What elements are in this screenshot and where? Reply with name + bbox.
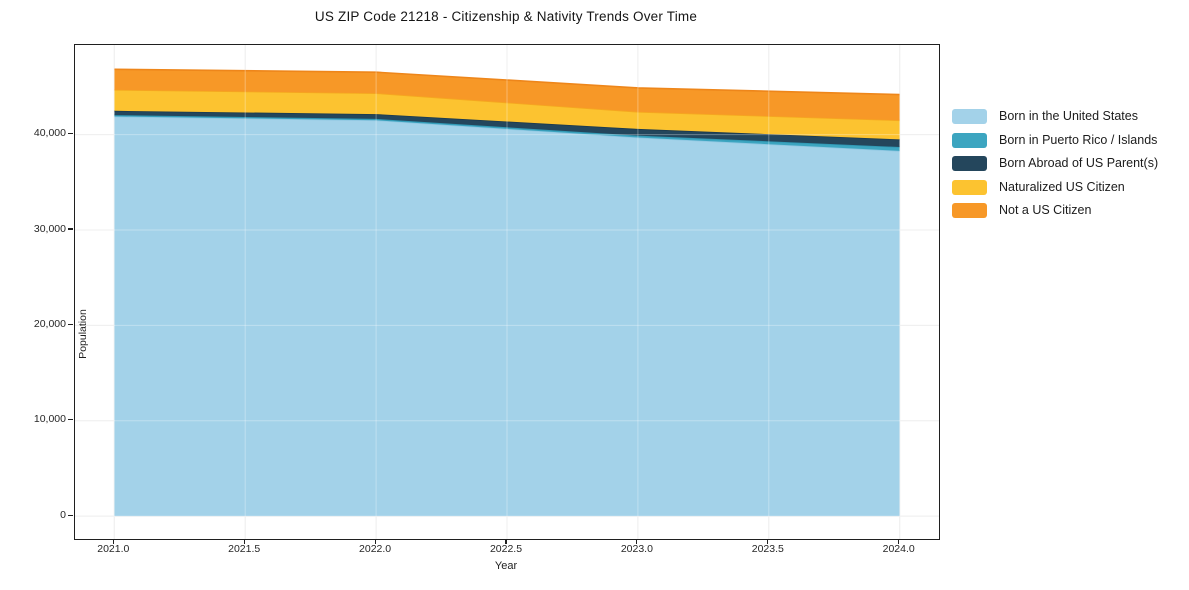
y-tick-label: 30,000: [33, 222, 66, 235]
stacked-area-chart: [75, 45, 939, 539]
x-tick-mark: [243, 539, 245, 544]
legend-swatch-icon: [952, 179, 987, 195]
y-axis-label: Population: [77, 309, 89, 359]
y-tick-label: 10,000: [33, 413, 66, 426]
x-tick-label: 2023.0: [620, 543, 653, 555]
legend-item-born-in-the-united-states: Born in the United States: [952, 109, 1158, 124]
x-tick-mark: [767, 539, 769, 544]
x-tick-mark: [636, 539, 638, 544]
legend-item-born-abroad-of-us-parent-s: Born Abroad of US Parent(s): [952, 156, 1158, 171]
x-tick-label: 2021.5: [228, 543, 261, 555]
y-tick-label: 40,000: [33, 127, 66, 140]
legend-swatch-icon: [952, 156, 987, 171]
x-tick-mark: [505, 539, 507, 544]
legend-label: Naturalized US Citizen: [999, 179, 1125, 194]
x-tick-mark: [898, 539, 900, 544]
x-tick-label: 2024.0: [882, 543, 915, 555]
area-naturalized-us-citizen: [114, 89, 900, 140]
legend-item-not-a-us-citizen: Not a US Citizen: [952, 203, 1158, 218]
x-axis-label: Year: [494, 560, 518, 572]
legend-item-born-in-puerto-rico-islands: Born in Puerto Rico / Islands: [952, 132, 1158, 148]
x-tick-mark: [374, 539, 376, 544]
x-tick-label: 2021.0: [97, 543, 130, 555]
legend-swatch-icon: [952, 203, 987, 218]
x-tick-mark: [112, 539, 114, 544]
area-born-in-the-united-states: [114, 116, 900, 517]
legend-label: Born in the United States: [999, 109, 1138, 123]
x-tick-label: 2022.5: [489, 543, 523, 555]
y-tick-mark: [68, 419, 73, 421]
y-tick-mark: [68, 228, 73, 230]
y-tick-label: 20,000: [33, 317, 66, 330]
legend-label: Born in Puerto Rico / Islands: [999, 132, 1158, 147]
y-tick-mark: [68, 514, 73, 516]
area-not-a-us-citizen: [114, 69, 900, 121]
legend: Born in the United States Born in Puerto…: [952, 109, 1158, 218]
y-tick-mark: [68, 323, 73, 325]
legend-item-naturalized-us-citizen: Naturalized US Citizen: [952, 179, 1158, 195]
legend-swatch-icon: [952, 132, 987, 148]
legend-label: Born Abroad of US Parent(s): [999, 156, 1159, 170]
y-tick-label: 0: [60, 508, 66, 521]
x-tick-label: 2023.5: [751, 543, 784, 555]
x-tick-label: 2022.0: [359, 543, 392, 555]
legend-label: Not a US Citizen: [999, 203, 1092, 217]
legend-swatch-icon: [952, 109, 987, 124]
chart-title: US ZIP Code 21218 - Citizenship & Nativi…: [314, 9, 698, 24]
y-tick-mark: [68, 133, 73, 135]
area-born-abroad-of-us-parent-s: [114, 110, 900, 147]
edge-not-a-us-citizen: [114, 68, 900, 96]
plot-area: Population: [74, 44, 940, 540]
